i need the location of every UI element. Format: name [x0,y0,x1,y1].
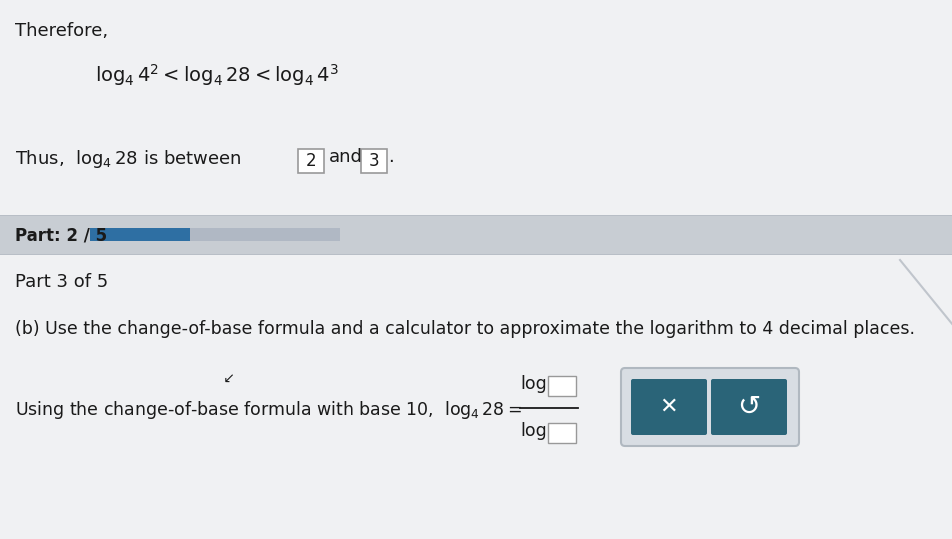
Bar [361,149,387,173]
Bar [89,228,340,241]
Bar [0,215,952,255]
Bar [0,254,952,255]
Bar [547,376,575,396]
Text: .: . [387,148,393,166]
Bar [0,0,952,215]
Text: Part: 2 / 5: Part: 2 / 5 [15,226,107,244]
Text: Using the change-of-base formula with base 10,  $\log_4 28 = $: Using the change-of-base formula with ba… [15,399,522,421]
Bar [547,423,575,443]
Text: and: and [328,148,363,166]
Text: log: log [520,375,546,393]
Text: 3: 3 [368,152,379,170]
Bar [89,228,189,241]
Text: Therefore,: Therefore, [15,22,108,40]
Text: Thus,  $\log_4 28$ is between: Thus, $\log_4 28$ is between [15,148,241,170]
FancyBboxPatch shape [621,368,798,446]
Text: (b) Use the change-of-base formula and a calculator to approximate the logarithm: (b) Use the change-of-base formula and a… [15,320,914,338]
Text: Part 3 of 5: Part 3 of 5 [15,273,109,291]
Bar [298,149,324,173]
Text: log: log [520,422,546,440]
Text: $\log_4 4^2 < \log_4 28 < \log_4 4^3$: $\log_4 4^2 < \log_4 28 < \log_4 4^3$ [95,62,338,88]
FancyBboxPatch shape [630,379,706,435]
Text: ↗: ↗ [220,370,231,384]
Text: ↺: ↺ [737,393,760,421]
Text: 2: 2 [306,152,316,170]
Bar [0,215,952,216]
FancyBboxPatch shape [710,379,786,435]
Bar [0,255,952,539]
Text: ✕: ✕ [659,397,678,417]
